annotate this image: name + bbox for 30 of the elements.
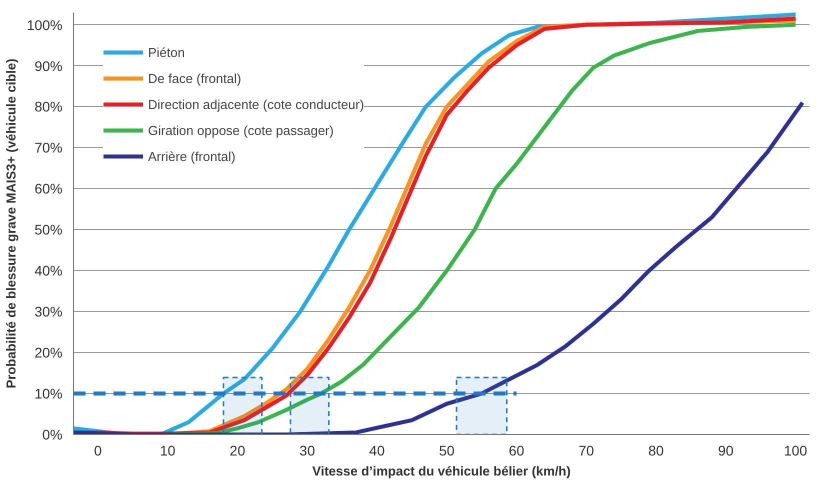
y-tick-label: 0% xyxy=(42,426,62,442)
x-tick-label: 50 xyxy=(438,442,455,458)
y-axis-title: Probabilité de blessure grave MAIS3+ (véhicule cible) xyxy=(4,58,19,388)
y-tick-label: 10% xyxy=(34,386,63,402)
x-tick-label: 80 xyxy=(648,442,664,458)
y-tick-label: 70% xyxy=(34,140,63,156)
x-tick-label: 70 xyxy=(578,442,594,458)
x-tick-label: 10 xyxy=(160,442,176,458)
legend-label: Piéton xyxy=(148,44,185,60)
x-tick-label: 90 xyxy=(718,442,734,458)
x-tick-label: 0 xyxy=(94,442,102,458)
y-tick-label: 80% xyxy=(34,98,63,115)
y-tick-label: 20% xyxy=(34,344,63,361)
y-tick-label: 90% xyxy=(34,58,63,74)
y-tick-label: 50% xyxy=(34,222,63,238)
y-tick-label: 60% xyxy=(34,180,63,197)
line-series xyxy=(74,100,805,434)
y-tick-label: 30% xyxy=(34,304,63,320)
legend-label: De face (frontal) xyxy=(148,70,242,86)
legend-label: Giration oppose (cote passager) xyxy=(148,122,334,138)
y-tick-label: 40% xyxy=(34,262,63,279)
x-tick-label: 40 xyxy=(369,442,385,458)
legend-label: Direction adjacente (cote conducteur) xyxy=(148,96,364,112)
x-tick-label: 60 xyxy=(508,442,524,458)
x-tick-label: 20 xyxy=(230,442,246,458)
legend-label: Arrière (frontal) xyxy=(148,148,236,164)
x-tick-label: 30 xyxy=(299,442,316,458)
y-tick-label: 100% xyxy=(26,16,63,33)
x-tick-label: 100 xyxy=(784,442,808,458)
x-axis-title: Vitesse d’impact du véhicule bélier (km/h) xyxy=(312,464,571,478)
